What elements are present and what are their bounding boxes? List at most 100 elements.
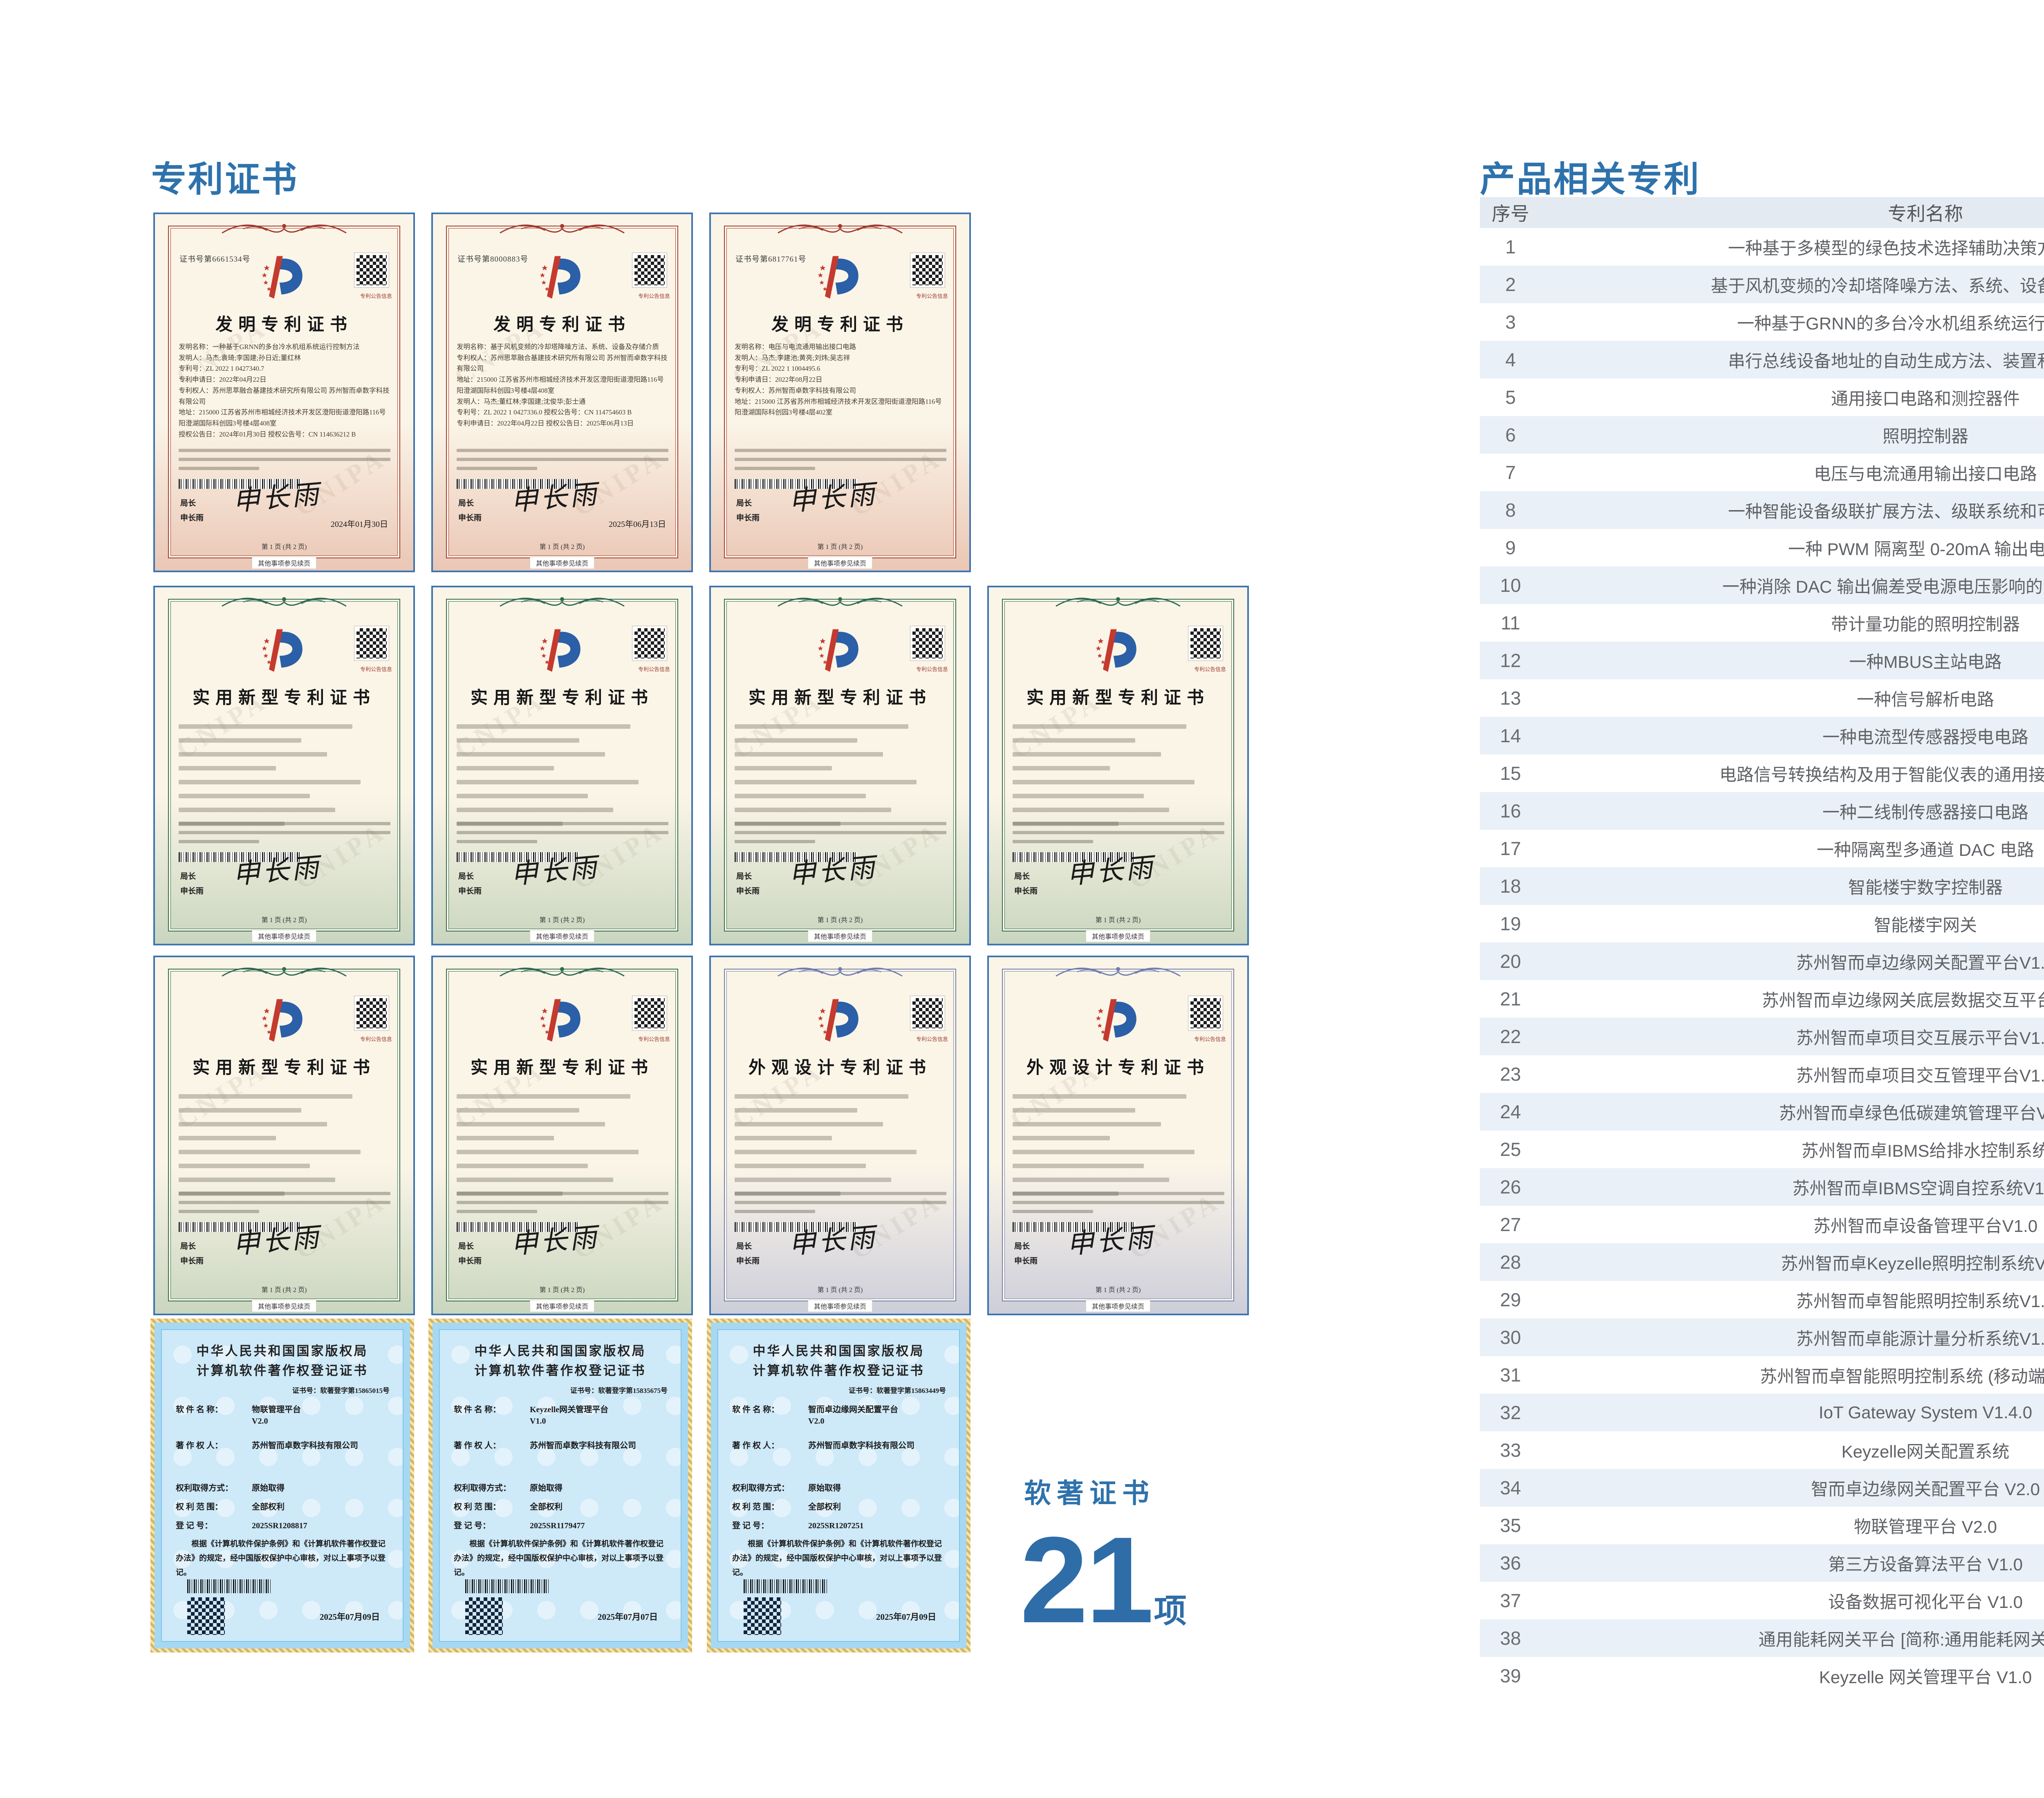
paragraph-line-placeholder — [179, 1192, 390, 1195]
certificate-field-line: 地址：215000 江苏省苏州市相城经济技术开发区澄阳街道澄阳路116号阳澄湖国… — [735, 397, 942, 416]
text-line-placeholder — [1013, 1164, 1144, 1168]
text-line-placeholder — [457, 1164, 588, 1168]
director-signature: 申长雨 — [1065, 852, 1156, 890]
director-signature: 申长雨 — [787, 1222, 879, 1260]
text-line-placeholder — [735, 724, 908, 729]
software-version-field: V2.0 — [176, 1417, 391, 1426]
text-line-placeholder — [179, 1122, 327, 1126]
text-line-placeholder — [1013, 1191, 1118, 1196]
text-line-placeholder — [1013, 1122, 1161, 1126]
director-label: 局长 — [180, 872, 196, 881]
patent-name: 苏州智而卓绿色低碳建筑管理平台V1.0 — [1779, 1103, 2044, 1123]
director-name: 申长雨 — [1014, 1257, 1038, 1266]
text-line-placeholder — [457, 1094, 630, 1099]
table-row: 6照明控制器发明 — [1480, 416, 2044, 454]
paragraph-line-placeholder — [457, 1192, 668, 1195]
row-number: 8 — [1505, 499, 1516, 521]
certificate-page-footer: 第 1 页 (共 2 页) — [261, 1287, 307, 1294]
acquire-mode-field: 权利取得方式： 原始取得 — [732, 1481, 948, 1493]
cnipa-logo-icon — [818, 256, 858, 299]
text-line-placeholder — [735, 808, 892, 812]
table-row: 5通用接口电路和测控器件发明 — [1480, 378, 2044, 416]
text-line-placeholder — [179, 1094, 352, 1099]
table-row: 14一种电流型传感器授电电路实用新型 — [1480, 717, 2044, 755]
director-block: 局长 申长雨 — [458, 869, 482, 899]
text-line-placeholder — [735, 822, 840, 826]
barcode — [179, 852, 301, 862]
director-signature: 申长雨 — [231, 852, 323, 890]
ornament-flourish-icon — [778, 967, 903, 977]
director-label: 局长 — [180, 499, 196, 508]
director-signature: 申长雨 — [509, 479, 601, 517]
row-number: 10 — [1500, 575, 1521, 596]
barcode — [1013, 1222, 1135, 1232]
row-number: 37 — [1500, 1590, 1521, 1611]
copyright-heading-1: 中华人民共和国国家版权局 — [196, 1344, 368, 1358]
qr-code-icon — [354, 996, 389, 1031]
field-value: V1.0 — [530, 1417, 546, 1426]
ornament-flourish-icon — [222, 597, 347, 607]
certificate-paragraph — [457, 443, 668, 476]
patent-name: Keyzelle网关配置系统 — [1841, 1442, 2010, 1461]
row-number: 23 — [1500, 1064, 1521, 1085]
qr-caption: 专利公告信息 — [916, 293, 948, 299]
patent-certificate: CNIPA CNIPA 专利公告信息 外观设计专利证书 局长 申长雨 申长雨第 1 页 (共… — [987, 956, 1249, 1315]
continuation-note: 其他事项参见续页 — [1085, 930, 1151, 942]
patent-name: 照明控制器 — [1882, 426, 1968, 446]
text-line-placeholder — [457, 1122, 605, 1126]
copyright-owner-field: 著 作 权 人： 苏州智而卓数字科技有限公司 — [732, 1439, 948, 1451]
ornament-flourish — [1053, 963, 1183, 981]
table-row: 33Keyzelle网关配置系统软著 — [1480, 1431, 2044, 1469]
copyright-heading-2: 计算机软件著作权登记证书 — [196, 1364, 368, 1378]
certificate-title: 外观设计专利证书 — [1026, 1059, 1210, 1077]
qr-code-icon — [910, 996, 945, 1031]
continuation-note: 其他事项参见续页 — [807, 1300, 873, 1312]
director-name: 申长雨 — [180, 1257, 204, 1266]
qr-caption: 专利公告信息 — [916, 1036, 948, 1042]
ornament-flourish-icon — [500, 597, 625, 607]
director-label: 局长 — [1014, 872, 1030, 881]
copyright-owner-field: 著 作 权 人： 苏州智而卓数字科技有限公司 — [176, 1439, 391, 1451]
field-value: V2.0 — [252, 1417, 268, 1426]
ornament-flourish — [497, 963, 628, 981]
text-line-placeholder — [735, 766, 832, 770]
copyright-date: 2025年07月09日 — [320, 1612, 380, 1622]
certificate-field-line: 地址：215000 江苏省苏州市相城经济技术开发区澄阳街道澄阳路116号阳澄湖国… — [179, 408, 386, 428]
text-line-placeholder — [179, 1108, 302, 1113]
row-number: 33 — [1500, 1440, 1521, 1461]
qr-caption: 专利公告信息 — [916, 666, 948, 672]
text-line-placeholder — [735, 780, 917, 784]
text-line-placeholder — [179, 780, 361, 784]
director-signature: 申长雨 — [787, 852, 879, 890]
certificate-paragraph — [1013, 1186, 1224, 1219]
text-line-placeholder — [735, 752, 883, 757]
patent-certificate: CNIPA CNIPA 专利公告信息 实用新型专利证书 局长 申长雨 申长雨第 1 页 (共… — [431, 586, 693, 945]
ornament-flourish-icon — [778, 597, 903, 607]
patent-name: 电路信号转换结构及用于智能仪表的通用接入信号电路 — [1719, 765, 2044, 784]
patent-certificate: CNIPA CNIPA 专利公告信息 实用新型专利证书 局长 申长雨 申长雨第 1 页 (共… — [431, 956, 693, 1315]
field-label: 软 件 名 称： — [176, 1405, 223, 1414]
patent-name: 苏州智而卓IBMS空调自控系统V1.0 — [1792, 1178, 2044, 1198]
certificate-title: 实用新型专利证书 — [192, 1059, 376, 1077]
field-value: 原始取得 — [808, 1484, 841, 1493]
cnipa-logo — [260, 627, 308, 673]
patent-certificate: CNIPA CNIPA 专利公告信息 外观设计专利证书 局长 申长雨 申长雨第 1 页 (共… — [709, 956, 971, 1315]
copyright-paragraph: 根据《计算机软件保护条例》和《计算机软件著作权登记办法》的规定，经中国版权保护中… — [454, 1540, 664, 1577]
table-body: 1一种基于多模型的绿色技术选择辅助决策方法和系统发明2基于风机变频的冷却塔降噪方… — [1480, 228, 2044, 1695]
ornament-flourish-icon — [222, 224, 347, 234]
certificate-paragraph — [735, 1186, 946, 1219]
table-header-row: 序号专利名称专利类型 — [1480, 197, 2044, 228]
table-row: 11带计量功能的照明控制器实用新型 — [1480, 604, 2044, 642]
copyright-certificate-inner: 中华人民共和国国家版权局 计算机软件著作权登记证书 证书号：软著登字第1586344… — [711, 1323, 966, 1648]
certificate-page-footer: 第 1 页 (共 2 页) — [817, 917, 863, 924]
software-version-field: V2.0 — [732, 1417, 948, 1426]
text-line-placeholder — [457, 1150, 639, 1154]
text-line-placeholder — [457, 1136, 554, 1140]
row-number: 28 — [1500, 1252, 1521, 1273]
text-line-placeholder — [1013, 1136, 1110, 1140]
ornament-flourish — [219, 593, 350, 611]
patent-name: 第三方设备算法平台 V1.0 — [1828, 1554, 2023, 1574]
